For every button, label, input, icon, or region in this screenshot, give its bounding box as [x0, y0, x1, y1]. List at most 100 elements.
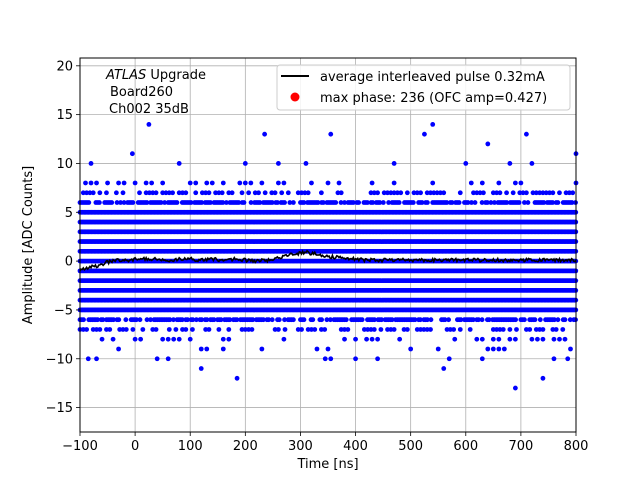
sample-point [132, 336, 138, 342]
sample-point [109, 200, 115, 205]
sample-point [444, 327, 450, 332]
sample-point [550, 327, 556, 332]
sample-point [166, 190, 172, 196]
sample-point [386, 200, 392, 205]
sample-point [144, 200, 150, 205]
legend-box [276, 64, 571, 111]
sample-point [507, 327, 513, 332]
sample-point-outlier [322, 356, 328, 362]
sample-point [266, 317, 272, 323]
average-pulse-line [79, 249, 577, 272]
sample-point [388, 327, 394, 332]
sample-point-outlier [529, 161, 535, 166]
sample-point [552, 317, 557, 323]
sample-point [476, 317, 481, 323]
sample-point [97, 327, 103, 332]
sample-point [434, 190, 440, 196]
sample-point [477, 190, 483, 196]
sample-point [199, 317, 205, 323]
sample-point [398, 190, 404, 196]
sample-point [99, 336, 105, 342]
sample-point [209, 180, 215, 186]
sample-point [338, 190, 344, 196]
sample-point [417, 317, 423, 323]
sample-point [438, 190, 443, 196]
y-tick-label: −15 [46, 401, 73, 416]
sample-point [414, 190, 420, 196]
sample-point [504, 190, 509, 196]
sample-point [226, 327, 232, 332]
sample-point [249, 327, 255, 332]
sample-point [80, 190, 86, 196]
sample-point [269, 200, 275, 205]
sample-point [180, 190, 185, 196]
sample-point [517, 190, 523, 196]
sample-point [282, 327, 288, 332]
sample-point-outlier [391, 161, 397, 166]
sample-point [421, 327, 427, 332]
sample-point [150, 327, 156, 332]
sample-point [378, 327, 384, 332]
sample-point-outlier [262, 131, 268, 137]
sample-point [522, 317, 527, 323]
sample-point [496, 180, 502, 186]
sample-point [116, 346, 121, 352]
sample-point [166, 327, 172, 332]
axes-background [80, 58, 576, 432]
sample-point [535, 336, 540, 342]
sample-point [272, 190, 278, 196]
sample-point [211, 317, 217, 323]
sample-point [543, 190, 549, 196]
sample-point [132, 180, 138, 186]
sample-point [555, 200, 561, 205]
sample-point [302, 190, 308, 196]
sample-point [550, 190, 556, 196]
sample-point [457, 327, 463, 332]
sample-point [256, 190, 261, 196]
sample-point [259, 346, 265, 352]
sample-point-outlier [507, 161, 513, 166]
sample-point [90, 327, 96, 332]
sample-point [190, 317, 196, 323]
sample-point [111, 317, 116, 323]
x-tick-label: 400 [343, 439, 368, 454]
sample-point [276, 180, 281, 186]
sample-point [524, 327, 529, 332]
sample-point [94, 327, 99, 332]
sample-point [425, 200, 430, 205]
sample-point [160, 190, 166, 196]
sample-point [179, 317, 185, 323]
y-axis-label: Amplitude [ADC Counts] [21, 166, 36, 324]
sample-point [447, 327, 453, 332]
sample-point [88, 180, 94, 186]
sample-point [425, 317, 430, 323]
sample-point [335, 190, 341, 196]
grid [79, 58, 577, 432]
sample-point [275, 200, 280, 205]
sample-point [555, 317, 561, 323]
sample-point [90, 190, 96, 196]
sample-point [121, 200, 127, 205]
sample-point [281, 180, 287, 186]
sample-point [160, 180, 166, 186]
sample-point [118, 200, 123, 205]
sample-point [566, 190, 572, 196]
sample-point [269, 190, 275, 196]
sample-point [474, 336, 480, 342]
sample-point-outlier [565, 356, 571, 362]
sample-point [537, 317, 543, 323]
x-tick-label: 100 [178, 439, 203, 454]
sample-point [227, 317, 233, 323]
sample-point [497, 190, 503, 196]
sample-point [282, 200, 287, 205]
sample-point [380, 200, 386, 205]
x-tick-label: 0 [131, 439, 139, 454]
x-tick-label: −100 [62, 439, 98, 454]
sample-point [428, 190, 433, 196]
sample-point [95, 317, 101, 323]
annotation: ATLAS Upgrade Board260 Ch002 35dB [105, 68, 206, 117]
sample-point [557, 190, 562, 196]
sample-point [250, 317, 256, 323]
sample-point [428, 317, 434, 323]
sample-point [388, 190, 394, 196]
